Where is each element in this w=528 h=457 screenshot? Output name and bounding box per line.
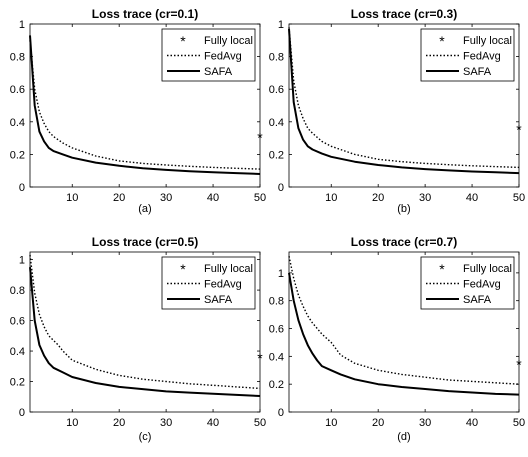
x-tick-label: 30 bbox=[160, 192, 172, 204]
subfigure-caption: (b) bbox=[397, 203, 410, 215]
x-tick-label: 20 bbox=[113, 192, 125, 204]
x-tick-label: 20 bbox=[372, 417, 384, 429]
y-tick-label: 0.8 bbox=[269, 52, 284, 64]
fully-local-point: * bbox=[516, 356, 522, 372]
y-tick-label: 0 bbox=[19, 182, 25, 194]
subplot-4: Loss trace (cr=0.7) 0 0.2 0.4 0.6 0.8 1 10 20 30 4… bbox=[269, 235, 525, 443]
subplot-1: Loss trace (cr=0.1) 0 0.2 0.4 0.6 0.8 1 10 20 30 4… bbox=[10, 7, 266, 215]
y-tick-label: 1 bbox=[278, 19, 284, 31]
y-tick-label: 0.4 bbox=[10, 346, 25, 358]
safa-line bbox=[29, 267, 261, 397]
x-tick-label: 10 bbox=[66, 417, 78, 429]
x-tick-label: 50 bbox=[513, 417, 525, 429]
x-tick-label: 50 bbox=[254, 192, 266, 204]
x-tick-label: 40 bbox=[466, 192, 478, 204]
fedavg-line bbox=[288, 256, 520, 385]
legend-star-marker: * bbox=[180, 33, 186, 49]
legend-label: Fully local bbox=[204, 35, 253, 47]
x-tick-label: 50 bbox=[254, 417, 266, 429]
legend-star-marker: * bbox=[439, 261, 445, 277]
fully-local-point: * bbox=[516, 121, 522, 137]
safa-line bbox=[288, 272, 520, 396]
safa-line bbox=[288, 28, 520, 175]
y-tick-label: 1 bbox=[19, 255, 25, 267]
safa-line bbox=[29, 35, 261, 175]
y-tick-label: 1 bbox=[278, 268, 284, 280]
legend-label: Fully local bbox=[204, 263, 253, 275]
x-tick-label: 40 bbox=[466, 417, 478, 429]
x-tick-label: 10 bbox=[325, 192, 337, 204]
y-tick-label: 0.6 bbox=[269, 84, 284, 96]
x-tick-label: 30 bbox=[419, 192, 431, 204]
legend-label: Fully local bbox=[463, 35, 512, 47]
y-tick-label: 0.6 bbox=[10, 316, 25, 328]
legend-label: FedAvg bbox=[463, 51, 501, 63]
y-tick-label: 0.4 bbox=[269, 351, 284, 363]
x-tick-label: 20 bbox=[372, 192, 384, 204]
x-tick-label: 10 bbox=[66, 192, 78, 204]
legend: * Fully local FedAvg SAFA bbox=[420, 256, 515, 310]
x-tick-label: 40 bbox=[207, 192, 219, 204]
x-tick-label: 20 bbox=[113, 417, 125, 429]
legend: * Fully local FedAvg SAFA bbox=[420, 28, 515, 82]
legend-label: Fully local bbox=[463, 263, 512, 275]
y-tick-label: 0 bbox=[278, 182, 284, 194]
y-tick-label: 0.6 bbox=[10, 84, 25, 96]
y-tick-label: 1 bbox=[19, 19, 25, 31]
legend-box bbox=[161, 28, 256, 82]
chart-title: Loss trace (cr=0.5) bbox=[92, 235, 198, 249]
legend-label: SAFA bbox=[463, 66, 492, 78]
fully-local-point: * bbox=[257, 129, 263, 145]
x-tick-label: 10 bbox=[325, 417, 337, 429]
y-tick-label: 0.2 bbox=[269, 149, 284, 161]
y-tick-label: 0.6 bbox=[269, 324, 284, 336]
subfigure-caption: (c) bbox=[139, 431, 152, 443]
x-tick-label: 50 bbox=[513, 192, 525, 204]
legend-label: SAFA bbox=[204, 294, 233, 306]
chart-title: Loss trace (cr=0.3) bbox=[351, 7, 457, 21]
y-tick-label: 0.4 bbox=[269, 117, 284, 129]
legend-label: SAFA bbox=[204, 66, 233, 78]
x-tick-label: 30 bbox=[160, 417, 172, 429]
legend-star-marker: * bbox=[180, 261, 186, 277]
y-tick-label: 0 bbox=[19, 407, 25, 419]
subfigure-caption: (d) bbox=[397, 431, 410, 443]
y-tick-label: 0 bbox=[278, 407, 284, 419]
legend-label: FedAvg bbox=[204, 51, 242, 63]
legend-star-marker: * bbox=[439, 33, 445, 49]
x-tick-label: 40 bbox=[207, 417, 219, 429]
legend-label: SAFA bbox=[463, 294, 492, 306]
y-tick-label: 0.2 bbox=[10, 377, 25, 389]
subfigure-caption: (a) bbox=[138, 203, 151, 215]
legend-label: FedAvg bbox=[463, 279, 501, 291]
y-tick-label: 0.2 bbox=[10, 149, 25, 161]
y-tick-label: 0.4 bbox=[10, 117, 25, 129]
y-tick-label: 0.2 bbox=[269, 379, 284, 391]
y-tick-label: 0.8 bbox=[10, 52, 25, 64]
legend: * Fully local FedAvg SAFA bbox=[161, 256, 256, 310]
legend: * Fully local FedAvg SAFA bbox=[161, 28, 256, 82]
legend-label: FedAvg bbox=[204, 279, 242, 291]
chart-title: Loss trace (cr=0.1) bbox=[92, 7, 198, 21]
x-tick-label: 30 bbox=[419, 417, 431, 429]
y-tick-label: 0.8 bbox=[10, 285, 25, 297]
subplot-3: Loss trace (cr=0.5) 0 0.2 0.4 0.6 0.8 1 10 20 30 4… bbox=[10, 235, 266, 443]
y-tick-label: 0.8 bbox=[269, 296, 284, 308]
fully-local-point: * bbox=[257, 350, 263, 366]
subplot-2: Loss trace (cr=0.3) 0 0.2 0.4 0.6 0.8 1 10 20 30 4… bbox=[269, 7, 525, 215]
chart-title: Loss trace (cr=0.7) bbox=[351, 235, 457, 249]
fedavg-line bbox=[29, 254, 261, 390]
